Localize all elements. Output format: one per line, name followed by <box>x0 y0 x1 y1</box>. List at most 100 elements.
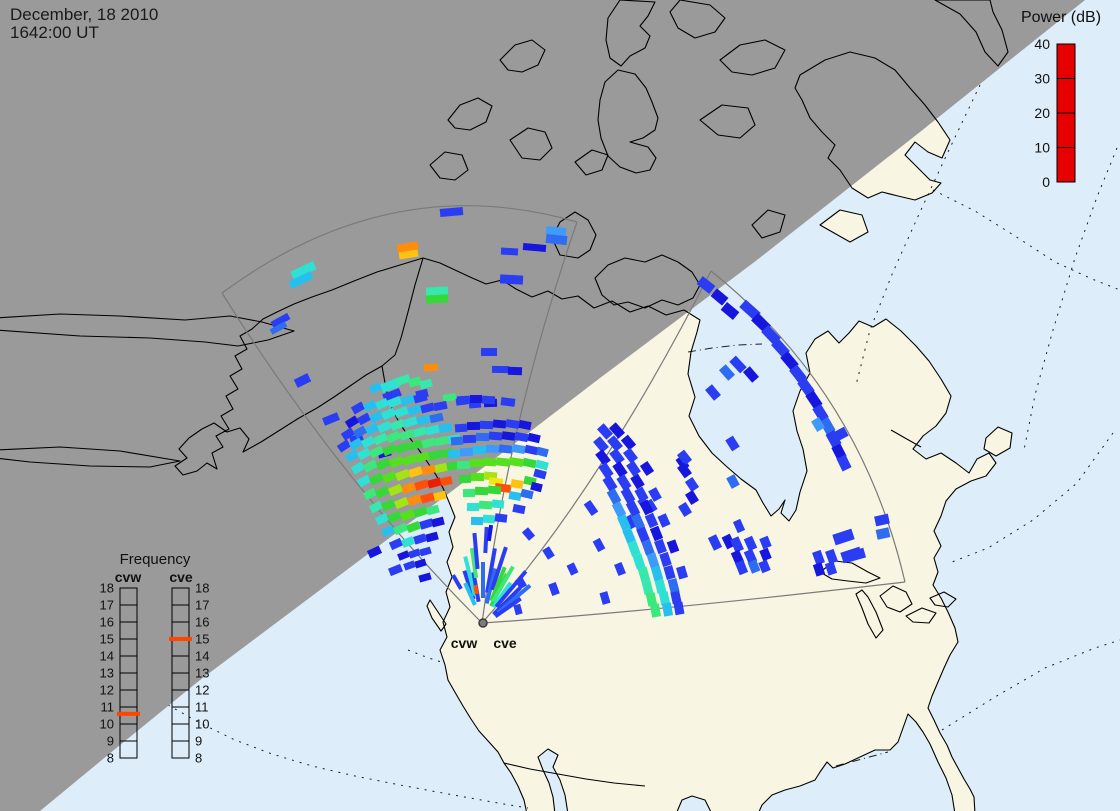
echo-cell <box>678 502 692 517</box>
colorbar-tick-label: 30 <box>1034 71 1050 87</box>
echo-cell <box>759 547 772 562</box>
echo-cell <box>625 500 641 517</box>
echo-cell <box>511 444 526 454</box>
echo-cell <box>533 468 547 480</box>
echo-cell <box>421 437 436 449</box>
echo-cell <box>734 559 749 576</box>
echo-cell <box>514 431 529 443</box>
echo-cell <box>874 513 890 527</box>
echo-cell <box>362 459 379 473</box>
echo-cell <box>414 479 429 491</box>
echo-cell <box>434 462 448 474</box>
echo-cell <box>293 373 312 388</box>
echo-cell <box>812 562 826 577</box>
echo-cell <box>805 390 823 410</box>
echo-cell <box>459 447 474 457</box>
echo-cell <box>608 422 626 439</box>
echo-cell <box>812 549 825 566</box>
echo-cell <box>440 476 453 486</box>
echo-cell <box>425 424 440 436</box>
echo-cell <box>645 592 658 607</box>
echo-cell <box>414 558 427 569</box>
echo-cell <box>641 539 655 556</box>
echo-cell <box>743 366 759 383</box>
echo-cell <box>661 602 674 617</box>
echo-cell <box>522 457 537 469</box>
echo-cell <box>654 579 667 594</box>
echo-cell <box>385 430 402 444</box>
echo-cell <box>650 565 664 582</box>
echo-cell <box>389 418 406 432</box>
echo-cell <box>396 241 419 253</box>
echo-cell <box>356 447 372 461</box>
echo-cell <box>368 472 385 486</box>
echo-cell <box>611 501 627 518</box>
echo-cell <box>644 512 659 529</box>
frequency-tick-label: 8 <box>107 751 114 766</box>
frequency-tick-label: 15 <box>195 632 209 647</box>
echo-cell <box>646 552 660 569</box>
echo-cell <box>780 351 799 371</box>
echo-cell <box>467 503 479 511</box>
echo-cell <box>599 591 611 605</box>
echo-cell <box>598 462 614 479</box>
echo-cell <box>374 512 390 526</box>
echo-cell <box>720 302 740 320</box>
frequency-tick-label: 9 <box>107 734 114 749</box>
echo-cell <box>362 399 378 413</box>
echo-cell <box>374 397 390 411</box>
echo-cell <box>676 449 693 466</box>
frequency-panel: Frequency cvw cve 1817161514131211109818… <box>100 551 210 766</box>
echo-cell <box>490 546 508 591</box>
frequency-tick-label: 12 <box>100 683 114 698</box>
echo-cell <box>595 449 611 466</box>
frequency-tick-label: 10 <box>195 717 209 732</box>
echo-cell <box>622 527 636 544</box>
echo-cell <box>617 514 631 531</box>
echo-cell <box>659 551 672 568</box>
echo-cell <box>426 504 440 516</box>
echo-cell <box>387 563 404 577</box>
echo-cell <box>425 294 449 304</box>
echo-cell <box>478 500 493 510</box>
echo-cell <box>413 506 428 518</box>
echo-cell <box>421 464 436 476</box>
echo-cell <box>322 412 340 426</box>
echo-cell <box>606 488 622 505</box>
echo-cell <box>721 533 736 550</box>
echo-cell <box>395 442 410 454</box>
echo-cell <box>433 490 447 502</box>
echo-cell <box>446 461 459 471</box>
echo-cell <box>508 456 524 468</box>
frequency-tick-label: 10 <box>100 717 114 732</box>
echo-cell <box>494 596 522 619</box>
radar-site-dot <box>478 618 488 628</box>
echo-cell <box>515 576 527 590</box>
frequency-tick-label: 16 <box>100 615 114 630</box>
echo-cell <box>649 603 662 618</box>
echo-cell <box>350 461 366 475</box>
echo-cell <box>408 376 422 388</box>
echo-cell <box>498 444 513 454</box>
echo-cell <box>475 432 490 442</box>
echo-cell <box>340 427 356 441</box>
echo-cell <box>825 548 838 565</box>
echo-cell <box>639 499 654 516</box>
echo-cell <box>362 487 378 501</box>
echo-cell <box>487 485 502 495</box>
echo-cell <box>395 373 411 387</box>
echo-cell-layer <box>269 207 891 619</box>
echo-cell <box>344 415 360 429</box>
power-colorbar: Power (dB) 40 30 20 10 0 <box>1021 9 1101 190</box>
echo-cell <box>819 417 836 435</box>
echo-cell <box>431 516 445 528</box>
echo-cell <box>344 449 360 463</box>
echo-cell <box>548 581 560 597</box>
echo-cell <box>759 535 772 550</box>
echo-cell <box>761 325 781 345</box>
echo-cell <box>612 461 628 478</box>
echo-cell <box>630 473 645 490</box>
echo-cell <box>407 404 422 416</box>
echo-cell <box>491 581 513 609</box>
echo-cell <box>481 395 496 405</box>
